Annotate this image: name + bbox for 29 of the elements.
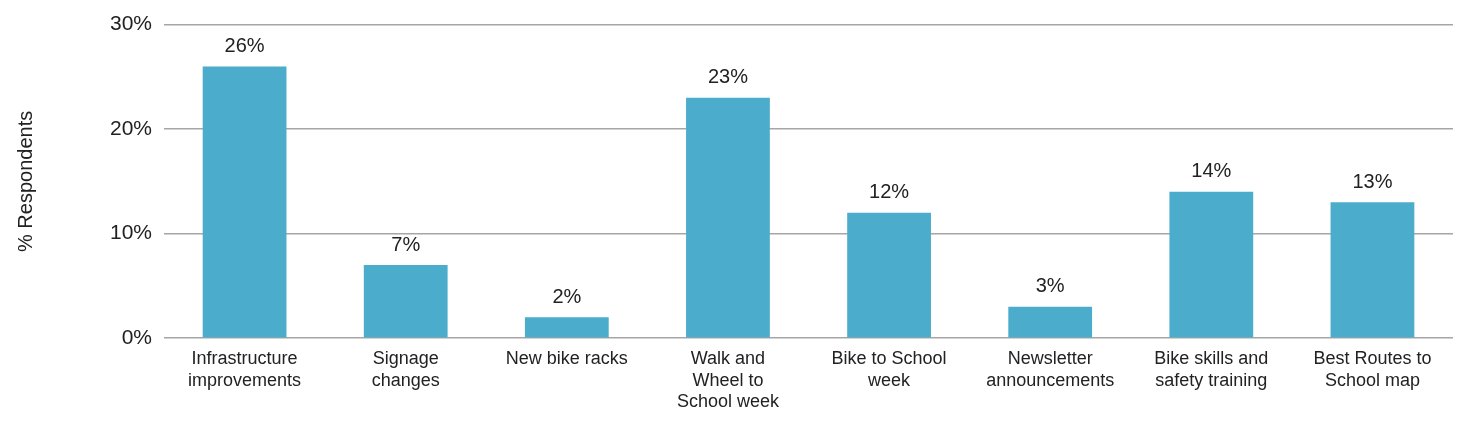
data-label: 3% (1035, 274, 1065, 297)
data-label: 12% (869, 180, 910, 203)
y-tick-label: 10% (110, 220, 153, 244)
bar (1330, 202, 1415, 338)
bar (363, 265, 448, 338)
data-label: 13% (1352, 169, 1393, 192)
bar (524, 317, 609, 338)
y-axis-title: % Respondents (13, 110, 36, 252)
x-tick-label: New bike racks (505, 347, 628, 368)
y-tick-label: 20% (110, 115, 153, 139)
data-label: 7% (391, 232, 421, 255)
data-label: 23% (707, 65, 749, 88)
x-tick-label: Bike skills and safety training (1154, 347, 1269, 390)
x-tick-label: Walk and Wheel to School week (676, 347, 780, 412)
bar (1169, 191, 1254, 338)
data-label: 26% (224, 33, 265, 56)
bar (202, 66, 287, 338)
data-label: 14% (1191, 159, 1232, 182)
bar (847, 212, 931, 338)
x-tick-label: Best Routes to School map (1313, 347, 1432, 390)
data-label: 2% (552, 284, 582, 307)
x-tick-label: Newsletter announcements (986, 347, 1115, 390)
x-tick-label: Signage changes (371, 347, 440, 390)
bar (686, 97, 770, 338)
x-tick-label: Infrastructure improvements (188, 347, 302, 390)
x-tick-label: Bike to School week (831, 347, 947, 390)
y-tick-label: 0% (121, 325, 153, 348)
bar (1008, 306, 1093, 338)
y-tick-label: 30% (110, 11, 153, 35)
